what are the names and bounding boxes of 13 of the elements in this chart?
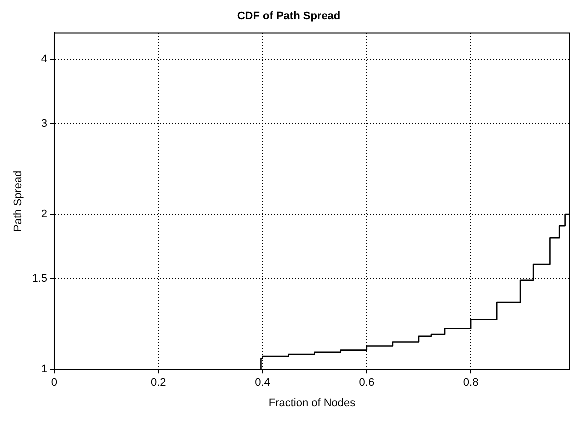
y-tick-label: 4: [41, 54, 48, 66]
y-tick-label: 3: [41, 118, 48, 130]
x-axis-title: Fraction of Nodes: [268, 397, 356, 410]
y-tick-label: 1.5: [32, 272, 48, 285]
y-tick-label: 1: [41, 364, 48, 376]
y-axis-title: Path Spread: [12, 170, 25, 232]
y-tick-label: 2: [41, 208, 48, 221]
x-tick-label: 0.2: [150, 377, 166, 390]
chart-title: CDF of Path Spread: [237, 10, 341, 23]
x-tick-label: 0.8: [463, 377, 479, 390]
x-tick-label: 0: [51, 377, 58, 390]
x-tick-label: 0.4: [255, 377, 270, 390]
x-tick-label: 0.6: [359, 377, 375, 390]
